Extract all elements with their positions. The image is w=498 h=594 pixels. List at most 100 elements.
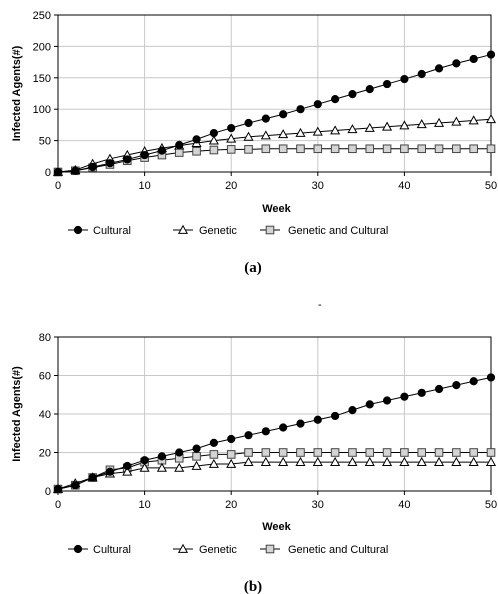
plot-frame bbox=[57, 14, 492, 173]
legend-marker bbox=[265, 225, 275, 235]
y-tick-label: 200 bbox=[33, 41, 51, 53]
data-point bbox=[347, 124, 358, 134]
data-point bbox=[486, 144, 496, 154]
y-tick-label: 250 bbox=[33, 10, 51, 22]
data-point bbox=[244, 145, 253, 154]
data-point bbox=[244, 448, 253, 457]
chart-b: 0 10 20 30 40 50 0 20 40 60 80 Week Infected Agents(… bbox=[11, 332, 497, 594]
legend-label: Genetic and Cultural bbox=[288, 225, 388, 237]
data-point bbox=[417, 448, 427, 457]
x-tick-label: 10 bbox=[138, 180, 150, 192]
data-point bbox=[382, 396, 392, 405]
data-point bbox=[226, 133, 237, 143]
data-point bbox=[296, 105, 305, 114]
data-point bbox=[433, 456, 445, 466]
data-point bbox=[330, 448, 340, 457]
data-point bbox=[486, 448, 496, 457]
data-point bbox=[417, 388, 426, 397]
data-point bbox=[244, 431, 253, 440]
data-point bbox=[399, 120, 410, 130]
x-tick-label: 50 bbox=[485, 180, 497, 192]
data-point bbox=[434, 448, 444, 457]
data-point bbox=[123, 461, 132, 471]
data-point bbox=[348, 448, 357, 457]
x-tick-label: 0 bbox=[55, 180, 61, 192]
data-point bbox=[123, 155, 132, 164]
x-tick-label: 50 bbox=[485, 499, 497, 511]
legend-label: Cultural bbox=[93, 544, 131, 556]
data-point bbox=[261, 448, 271, 457]
data-point bbox=[208, 135, 219, 145]
legend-marker bbox=[73, 544, 83, 554]
data-point bbox=[469, 54, 478, 64]
data-point bbox=[278, 144, 288, 154]
data-point bbox=[451, 116, 462, 126]
data-point bbox=[244, 118, 253, 128]
data-point bbox=[140, 150, 149, 160]
data-point bbox=[331, 411, 340, 421]
data-point bbox=[157, 146, 167, 155]
data-point bbox=[209, 128, 218, 138]
data-point bbox=[451, 456, 462, 466]
data-point bbox=[468, 456, 479, 466]
data-point bbox=[295, 456, 306, 466]
data-point bbox=[486, 50, 496, 59]
legend-label: Genetic and Cultural bbox=[288, 544, 388, 556]
y-axis-label: Infected Agents(#) bbox=[11, 366, 23, 462]
chart-caption: (b) bbox=[244, 579, 262, 594]
data-point bbox=[330, 144, 340, 154]
data-point bbox=[209, 450, 219, 459]
data-point bbox=[243, 131, 254, 141]
data-point bbox=[348, 90, 357, 99]
data-point bbox=[192, 452, 201, 461]
data-point bbox=[174, 462, 185, 472]
data-point bbox=[243, 456, 254, 466]
data-point bbox=[105, 467, 115, 476]
data-point bbox=[296, 419, 305, 428]
legend-marker bbox=[265, 544, 275, 554]
data-point bbox=[226, 458, 237, 468]
data-point bbox=[365, 144, 375, 154]
data-point bbox=[313, 448, 323, 457]
legend-marker bbox=[73, 225, 83, 235]
y-tick-label: 0 bbox=[45, 486, 51, 498]
data-point bbox=[71, 481, 80, 490]
x-axis-label: Week bbox=[262, 521, 291, 533]
data-point bbox=[278, 129, 289, 139]
data-point bbox=[416, 119, 427, 129]
data-point bbox=[260, 456, 271, 466]
data-point bbox=[88, 473, 97, 482]
data-point bbox=[434, 144, 444, 154]
data-point bbox=[382, 448, 392, 457]
data-point bbox=[331, 95, 340, 104]
data-point bbox=[382, 456, 393, 466]
data-point bbox=[175, 140, 184, 150]
data-point bbox=[88, 162, 97, 172]
data-point bbox=[296, 448, 305, 457]
data-point bbox=[485, 114, 497, 124]
data-point bbox=[364, 456, 375, 466]
stray-mark: - bbox=[318, 299, 322, 311]
y-tick-label: 0 bbox=[45, 167, 51, 179]
data-point bbox=[53, 167, 63, 177]
data-point bbox=[382, 144, 392, 154]
data-point bbox=[434, 384, 444, 394]
data-point bbox=[486, 373, 496, 382]
data-point bbox=[382, 121, 393, 131]
data-point bbox=[192, 135, 201, 144]
data-point bbox=[261, 144, 271, 154]
data-point bbox=[433, 117, 445, 127]
data-point bbox=[348, 406, 357, 415]
data-point bbox=[227, 434, 236, 444]
data-point bbox=[330, 456, 341, 466]
data-point bbox=[400, 74, 409, 84]
data-point bbox=[365, 85, 374, 94]
data-point bbox=[452, 144, 461, 154]
y-tick-label: 40 bbox=[39, 409, 51, 421]
chart-caption: (a) bbox=[244, 260, 262, 276]
data-point bbox=[347, 456, 358, 466]
data-point bbox=[434, 64, 444, 73]
data-point bbox=[468, 115, 479, 125]
data-point bbox=[295, 127, 306, 137]
